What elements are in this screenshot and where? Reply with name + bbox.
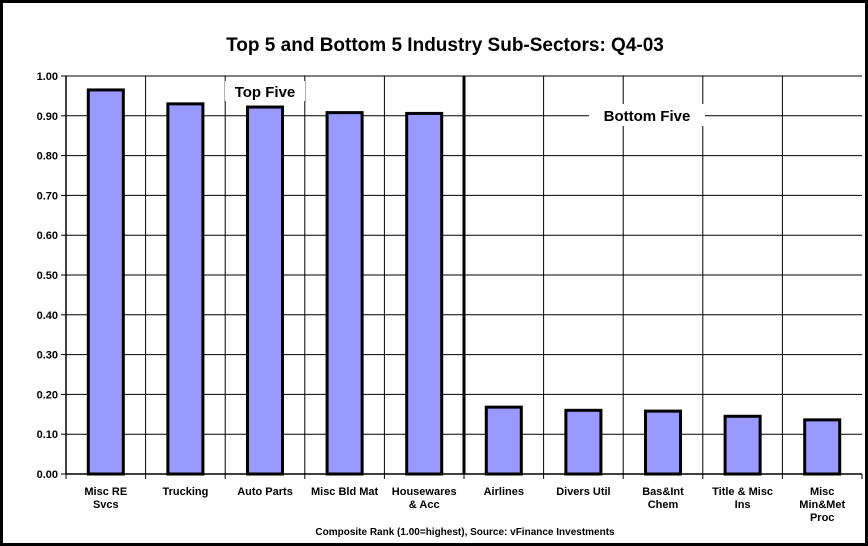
y-tick-label: 0.80 [37, 151, 58, 163]
x-tick-label: Divers Util [556, 486, 610, 498]
bar [245, 105, 285, 476]
bar [723, 414, 762, 476]
x-tick-label: Trucking [162, 486, 208, 498]
y-tick-label: 0.60 [37, 230, 58, 242]
y-tick-label: 0.90 [37, 111, 58, 123]
x-tick-label: Housewares & Acc [392, 486, 457, 511]
bar [643, 409, 683, 476]
y-tick-label: 0.70 [37, 190, 58, 202]
y-tick-label: 0.20 [37, 389, 58, 401]
annotation-background [225, 81, 305, 101]
y-tick-label: 0.50 [37, 270, 58, 282]
y-tick-label: 0.00 [37, 469, 58, 481]
chart-title: Top 5 and Bottom 5 Industry Sub-Sectors:… [226, 35, 664, 56]
bar [405, 111, 444, 476]
y-tick-label: 1.00 [37, 71, 58, 83]
bar [86, 88, 125, 476]
x-tick-label: Auto Parts [237, 486, 293, 498]
y-tick-label: 0.10 [37, 429, 58, 441]
plot-area: 0.00 0.10 0.20 0.30 0.40 0.50 0.60 0.70 0.80 0.90… [37, 71, 863, 524]
bar [803, 418, 842, 476]
bar [564, 408, 603, 476]
x-tick-label: Title & Misc Ins [712, 486, 773, 511]
y-tick-label: 0.30 [37, 350, 58, 362]
x-tick-label: Misc Bld Mat [311, 486, 379, 498]
y-tick-label: 0.40 [37, 310, 58, 322]
x-tick-label: Misc RE Svcs [84, 486, 127, 511]
annotation-top-five: Top Five [235, 84, 296, 101]
annotation-background [589, 104, 705, 126]
x-axis-label: Composite Rank (1.00=highest), Source: v… [315, 527, 615, 538]
bar [484, 405, 523, 476]
x-tick-label: Bas&Int Chem [642, 486, 684, 511]
x-tick-label: Misc Min&Met Proc [799, 486, 845, 524]
x-tick-label: Airlines [484, 486, 524, 498]
bar [166, 102, 205, 476]
annotation-bottom-five: Bottom Five [604, 108, 691, 125]
bar [325, 111, 364, 476]
